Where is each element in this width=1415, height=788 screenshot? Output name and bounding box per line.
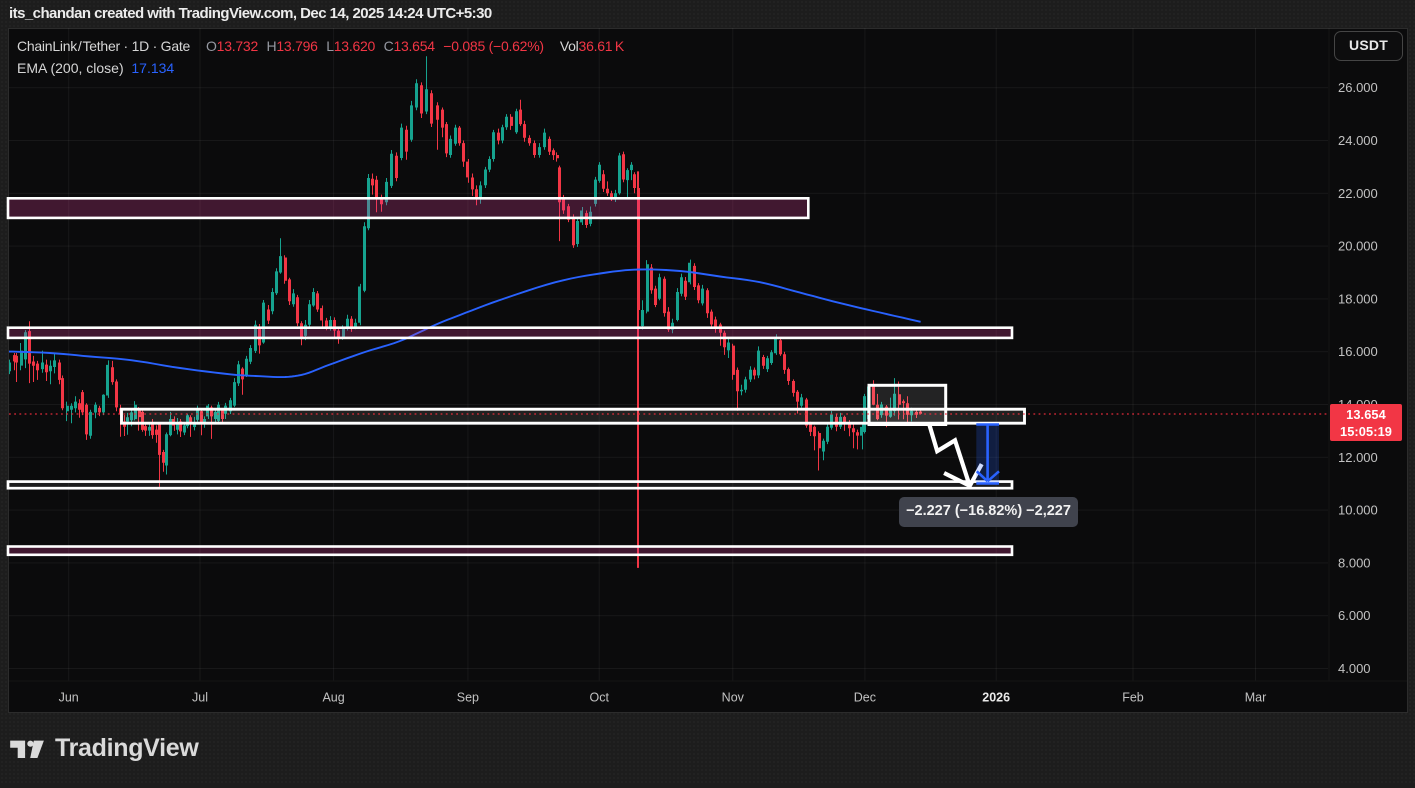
svg-text:20.000: 20.000 bbox=[1338, 239, 1378, 254]
svg-text:Feb: Feb bbox=[1122, 691, 1144, 705]
svg-text:Dec: Dec bbox=[854, 691, 876, 705]
svg-text:2026: 2026 bbox=[982, 691, 1010, 705]
svg-text:6.000: 6.000 bbox=[1338, 608, 1371, 623]
svg-text:22.000: 22.000 bbox=[1338, 186, 1378, 201]
svg-text:8.000: 8.000 bbox=[1338, 555, 1371, 570]
svg-text:Nov: Nov bbox=[722, 691, 745, 705]
svg-text:18.000: 18.000 bbox=[1338, 291, 1378, 306]
svg-text:24.000: 24.000 bbox=[1338, 133, 1378, 148]
svg-text:Oct: Oct bbox=[589, 691, 609, 705]
svg-text:Aug: Aug bbox=[322, 691, 344, 705]
svg-text:Sep: Sep bbox=[457, 691, 479, 705]
svg-text:Jun: Jun bbox=[59, 691, 79, 705]
svg-text:26.000: 26.000 bbox=[1338, 80, 1378, 95]
svg-text:16.000: 16.000 bbox=[1338, 344, 1378, 359]
svg-text:Mar: Mar bbox=[1245, 691, 1267, 705]
svg-text:12.000: 12.000 bbox=[1338, 450, 1378, 465]
svg-text:10.000: 10.000 bbox=[1338, 503, 1378, 518]
svg-text:4.000: 4.000 bbox=[1338, 661, 1371, 676]
svg-text:Jul: Jul bbox=[192, 691, 208, 705]
